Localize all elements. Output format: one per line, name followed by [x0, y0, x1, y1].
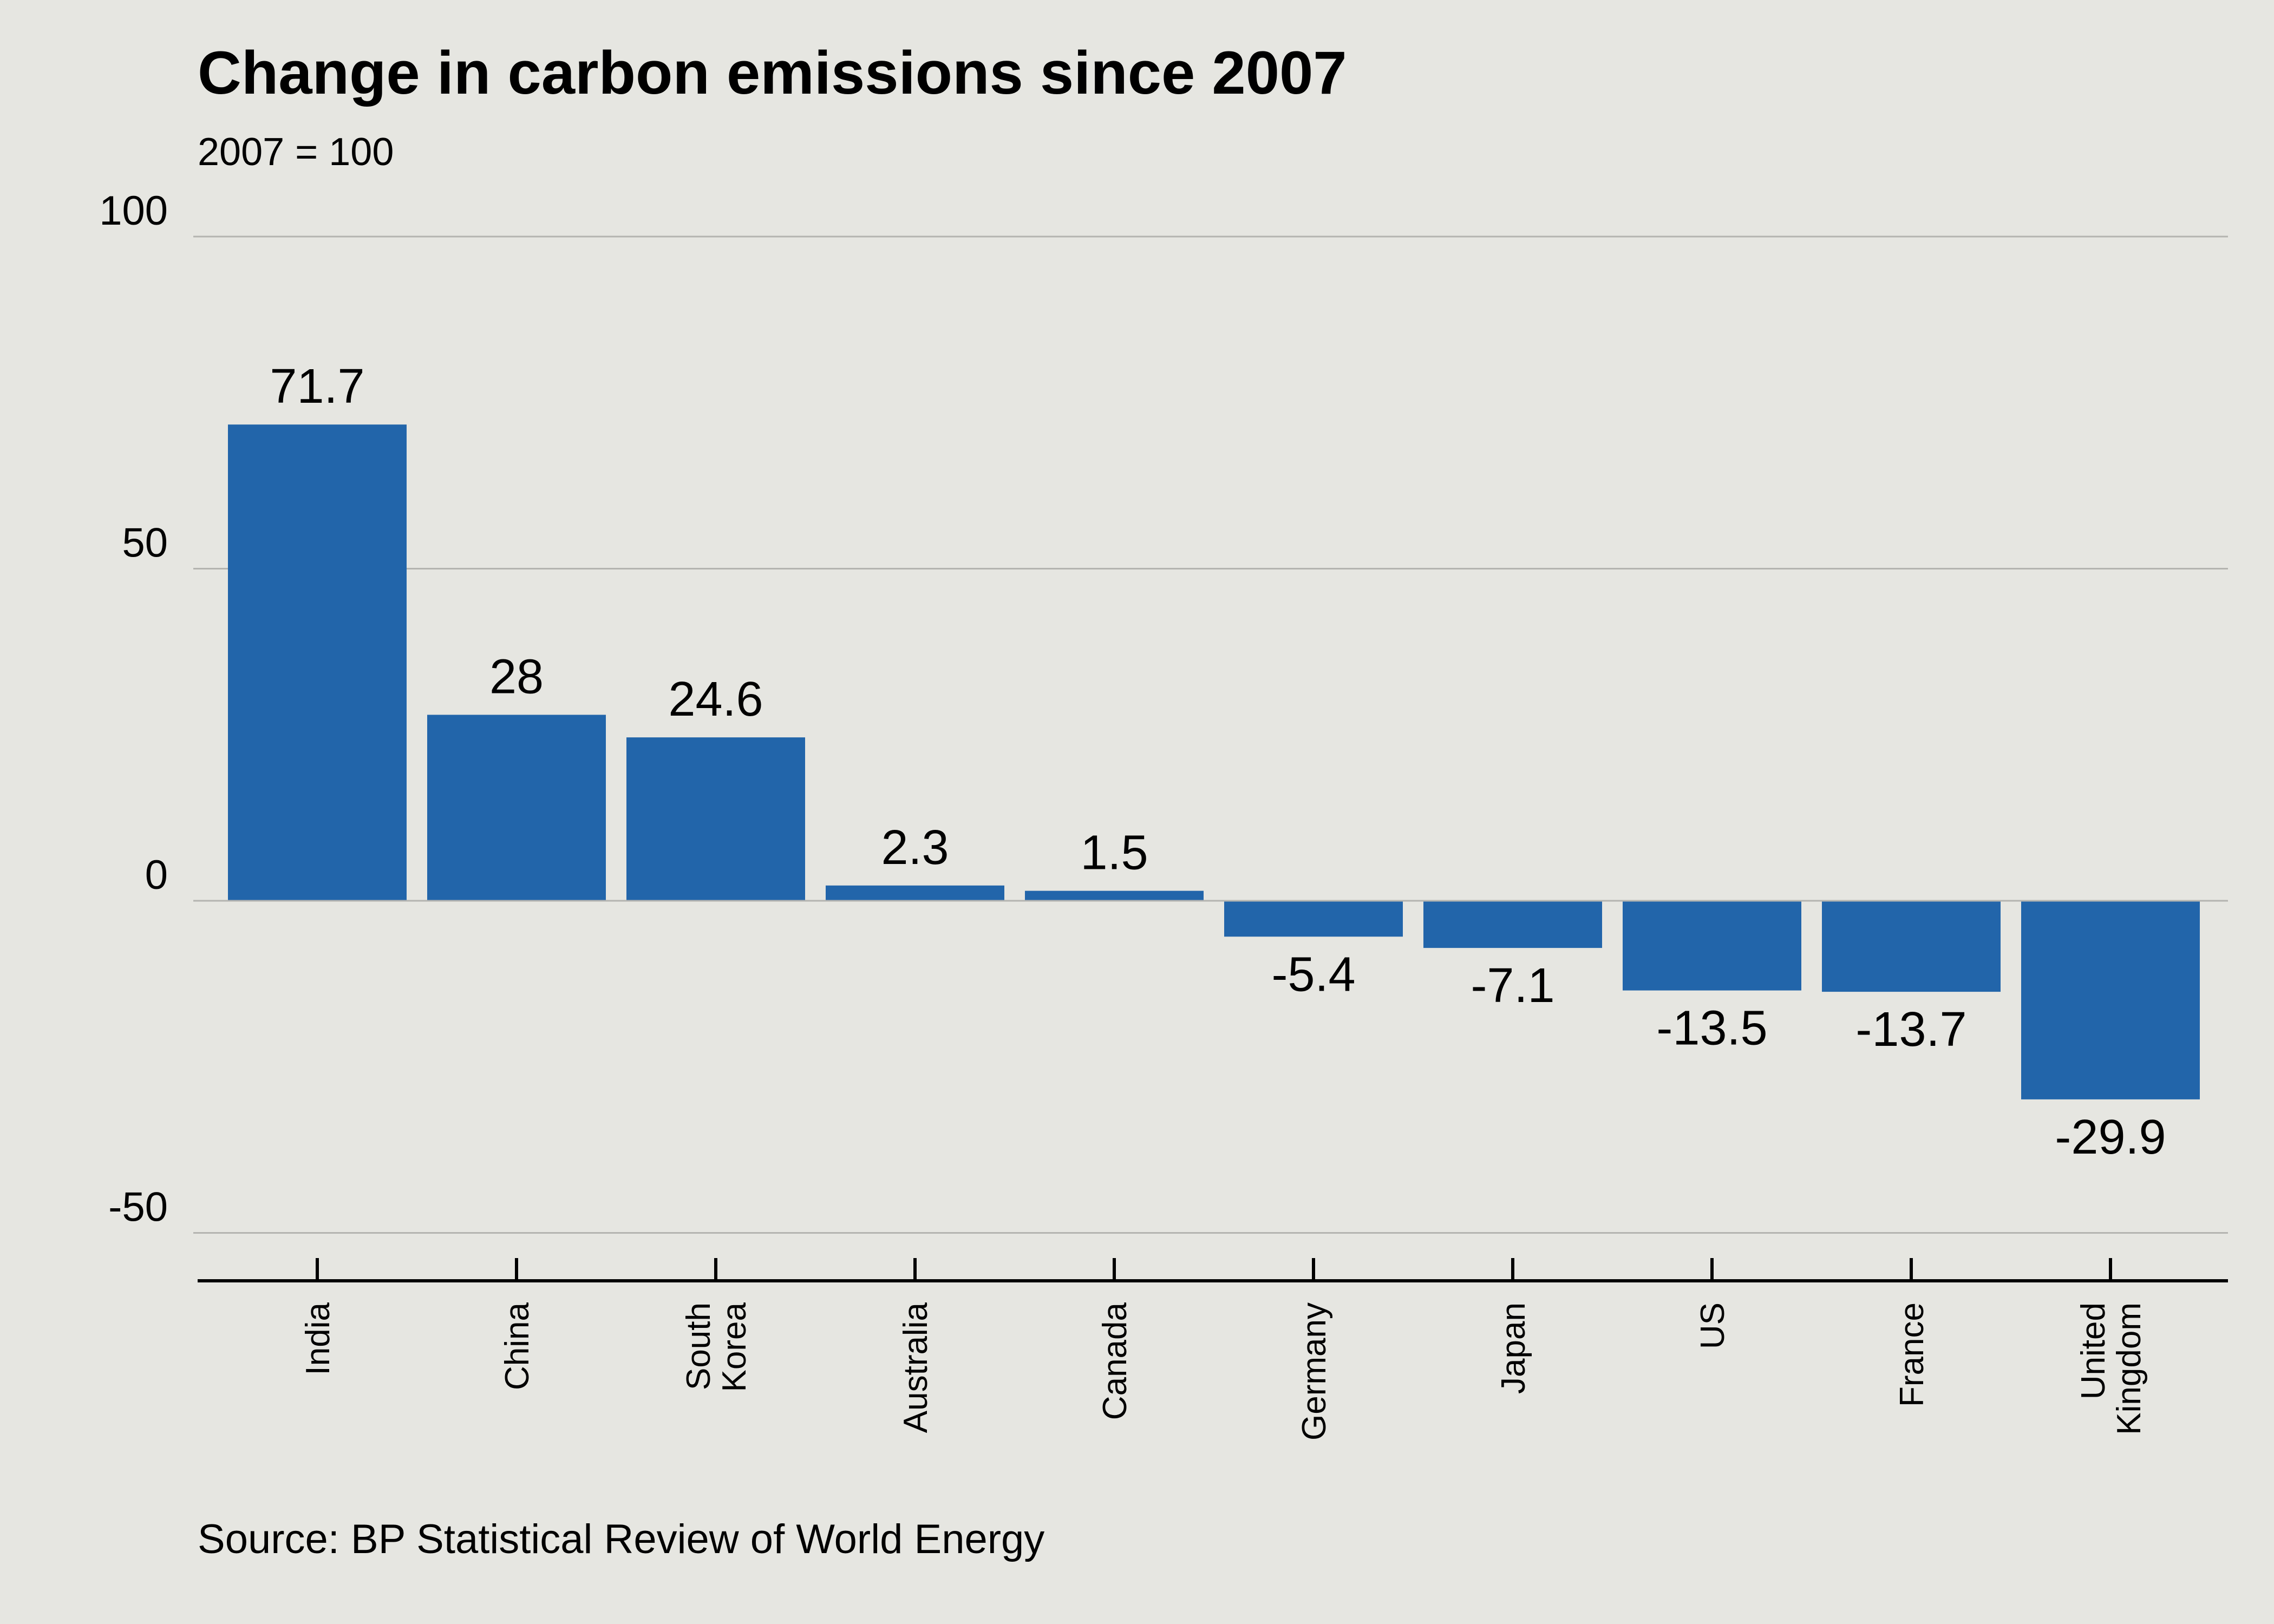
- data-labels: 71.7 28 24.6 2.3 1.5 -5.4 -7.1 -13.5 -13.7 -29.9: [270, 359, 2166, 1164]
- x-tick-label: Germany: [1296, 1302, 1333, 1440]
- x-tick-label-line: Kingdom: [2110, 1302, 2148, 1435]
- bar: [1423, 901, 1602, 948]
- data-label: -5.4: [1271, 947, 1355, 1001]
- x-tick-label: France: [1893, 1302, 1931, 1407]
- bar: [1822, 901, 2001, 992]
- x-tick-label-line: Japan: [1495, 1302, 1532, 1394]
- x-tick-label-line: Korea: [716, 1302, 753, 1392]
- y-tick-label: 0: [145, 852, 168, 898]
- y-axis-tick-labels: 100 50 0 -50: [99, 188, 168, 1230]
- y-tick-label: -50: [108, 1184, 168, 1230]
- data-label: 24.6: [668, 672, 763, 726]
- x-tick-label: Japan: [1495, 1302, 1532, 1394]
- bar: [427, 715, 606, 901]
- x-tick-label-line: United: [2075, 1302, 2112, 1399]
- data-label: -7.1: [1471, 959, 1554, 1013]
- x-tick-label-line: India: [299, 1302, 337, 1375]
- x-tick-label-line: Germany: [1296, 1302, 1333, 1440]
- gridlines: [193, 235, 2228, 1234]
- x-tick-label-line: Canada: [1096, 1302, 1134, 1420]
- data-label: -13.7: [1855, 1003, 1966, 1057]
- bar: [1025, 890, 1204, 901]
- data-label: 2.3: [881, 821, 949, 875]
- x-tick-label-line: US: [1694, 1302, 1731, 1349]
- bar: [1623, 901, 1801, 991]
- bar: [1224, 901, 1403, 937]
- x-tick-label-line: Australia: [897, 1302, 935, 1433]
- data-label: 1.5: [1080, 826, 1148, 880]
- x-tick-label: US: [1694, 1302, 1731, 1349]
- x-tick-label: Australia: [897, 1302, 935, 1433]
- bars: [228, 424, 2200, 1099]
- chart-subtitle: 2007 = 100: [198, 130, 394, 174]
- bar: [2021, 901, 2200, 1099]
- bar: [826, 885, 1004, 901]
- x-tick-label: China: [499, 1302, 536, 1390]
- x-tick-label: India: [299, 1302, 337, 1375]
- data-label: 71.7: [270, 359, 364, 414]
- chart-title: Change in carbon emissions since 2007: [198, 39, 1347, 107]
- x-tick-label-line: South: [680, 1302, 717, 1390]
- x-tick-label-line: France: [1893, 1302, 1931, 1407]
- data-label: -29.9: [2055, 1110, 2166, 1164]
- y-tick-label: 50: [122, 520, 168, 566]
- x-tick-label-line: China: [499, 1302, 536, 1390]
- chart-source: Source: BP Statistical Review of World E…: [198, 1516, 1045, 1562]
- bar: [626, 737, 805, 901]
- data-label: -13.5: [1656, 1001, 1767, 1056]
- y-tick-label: 100: [99, 188, 168, 234]
- bar: [228, 424, 407, 901]
- x-tick-label: Canada: [1096, 1302, 1134, 1420]
- data-label: 28: [489, 650, 544, 704]
